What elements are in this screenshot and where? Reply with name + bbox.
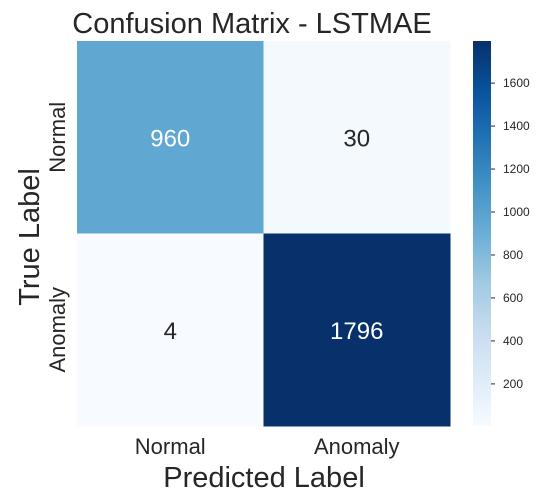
colorbar-tick-label: 1400 [503, 119, 530, 133]
x-tick-labels: Normal Anomaly [135, 434, 400, 459]
heatmap-cells: 960 30 4 1796 [77, 41, 451, 427]
chart-title: Confusion Matrix - LSTMAE [72, 8, 431, 40]
heatmap-cell [263, 233, 451, 427]
y-axis-label: True Label [14, 168, 46, 306]
colorbar-tick-label: 800 [503, 248, 523, 262]
x-tick-label: Normal [135, 434, 206, 459]
y-tick-label: Anomaly [45, 287, 70, 373]
colorbar-tick-label: 1200 [503, 162, 530, 176]
cell-value-label: 960 [150, 125, 190, 152]
cell-value-label: 30 [343, 125, 370, 152]
colorbar-tick-label: 600 [503, 291, 523, 305]
colorbar: 200 400 600 800 1000 1200 1400 1600 [473, 41, 530, 426]
colorbar-tick-label: 1600 [503, 76, 530, 90]
cell-value-label: 4 [164, 318, 177, 345]
x-tick-label: Anomaly [314, 434, 400, 459]
cell-value-label: 1796 [330, 318, 383, 345]
y-tick-label: Normal [45, 102, 70, 173]
colorbar-tick-label: 1000 [503, 205, 530, 219]
y-tick-labels: Normal Anomaly [45, 102, 70, 373]
heatmap-cell [77, 233, 264, 427]
x-axis-label: Predicted Label [163, 462, 365, 494]
colorbar-tick-label: 400 [503, 334, 523, 348]
colorbar-gradient [473, 41, 491, 426]
heatmap-cell [263, 41, 451, 234]
colorbar-tick-label: 200 [503, 377, 523, 391]
heatmap-cell [77, 41, 264, 234]
